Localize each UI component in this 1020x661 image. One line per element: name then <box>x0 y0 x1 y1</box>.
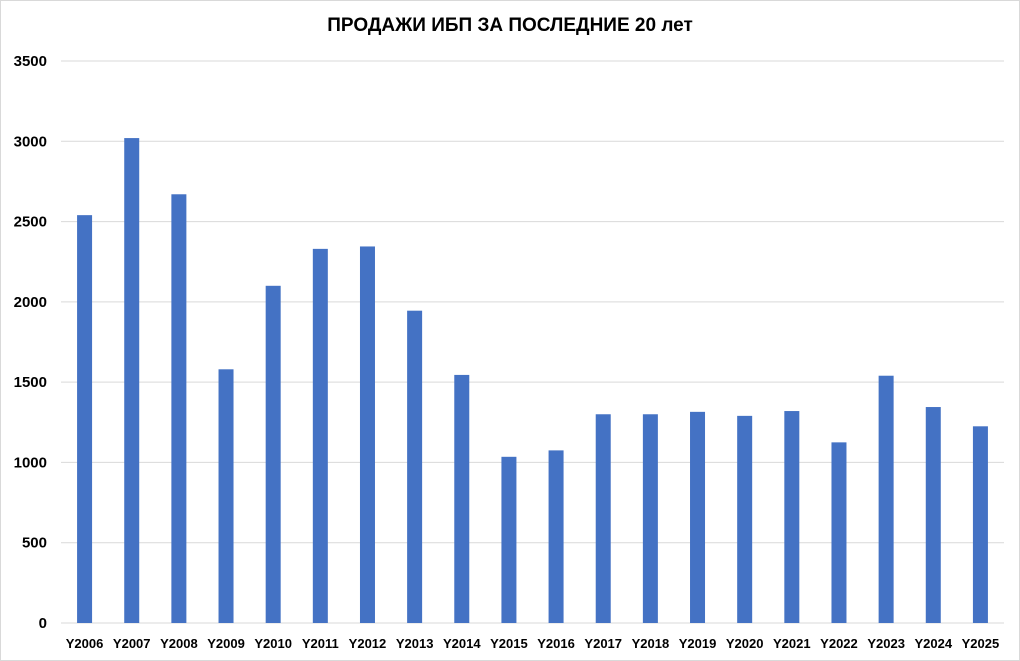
y-tick-label: 3000 <box>14 133 47 150</box>
x-tick-label: Y2012 <box>349 636 387 651</box>
bar-y2010 <box>265 285 281 623</box>
bar-y2009 <box>218 369 234 623</box>
x-tick-label: Y2014 <box>443 636 481 651</box>
x-tick-label: Y2024 <box>914 636 952 651</box>
x-tick-label: Y2006 <box>66 636 104 651</box>
bars <box>77 138 988 624</box>
x-tick-label: Y2017 <box>584 636 622 651</box>
x-tick-label: Y2021 <box>773 636 811 651</box>
x-tick-label: Y2018 <box>632 636 670 651</box>
bar-y2023 <box>878 375 894 623</box>
bar-y2008 <box>171 194 187 623</box>
bar-y2011 <box>312 248 328 623</box>
bar-y2021 <box>784 411 800 623</box>
bar-y2016 <box>548 450 564 623</box>
x-tick-label: Y2008 <box>160 636 198 651</box>
x-tick-label: Y2009 <box>207 636 245 651</box>
y-tick-label: 2500 <box>14 214 47 231</box>
chart-title: ПРОДАЖИ ИБП ЗА ПОСЛЕДНИЕ 20 лет <box>327 15 693 36</box>
bar-y2018 <box>642 414 658 623</box>
x-tick-label: Y2011 <box>302 636 339 651</box>
y-tick-label: 0 <box>39 615 47 632</box>
x-tick-label: Y2022 <box>820 636 858 651</box>
x-tick-label: Y2025 <box>962 636 1000 651</box>
x-tick-label: Y2007 <box>113 636 151 651</box>
x-tick-label: Y2010 <box>254 636 292 651</box>
bar-y2012 <box>359 246 375 623</box>
y-tick-label: 1500 <box>14 374 47 391</box>
bar-y2024 <box>925 407 941 623</box>
bar-y2022 <box>831 442 847 623</box>
bar-y2014 <box>454 374 470 623</box>
x-tick-label: Y2013 <box>396 636 434 651</box>
bar-y2017 <box>595 414 611 623</box>
bar-y2007 <box>124 138 140 623</box>
bar-y2006 <box>77 215 93 624</box>
x-tick-label: Y2019 <box>679 636 717 651</box>
y-tick-label: 2000 <box>14 294 47 311</box>
y-tick-label: 1000 <box>14 454 47 471</box>
x-tick-label: Y2015 <box>490 636 528 651</box>
y-axis: 0 500 1000 1500 2000 2500 3000 3500 <box>14 53 47 632</box>
bar-y2015 <box>501 456 517 623</box>
y-tick-label: 500 <box>22 535 47 552</box>
gridlines <box>61 60 1004 624</box>
x-axis: Y2006 Y2007 Y2008 Y2009 Y2010 Y2011 Y2012 Y2013… <box>66 636 999 651</box>
x-tick-label: Y2016 <box>537 636 575 651</box>
bar-y2013 <box>407 310 423 623</box>
bar-y2019 <box>690 411 706 623</box>
x-tick-label: Y2020 <box>726 636 764 651</box>
x-tick-label: Y2023 <box>867 636 905 651</box>
bar-y2020 <box>737 415 753 623</box>
y-tick-label: 3500 <box>14 53 47 70</box>
bar-y2025 <box>972 426 988 623</box>
